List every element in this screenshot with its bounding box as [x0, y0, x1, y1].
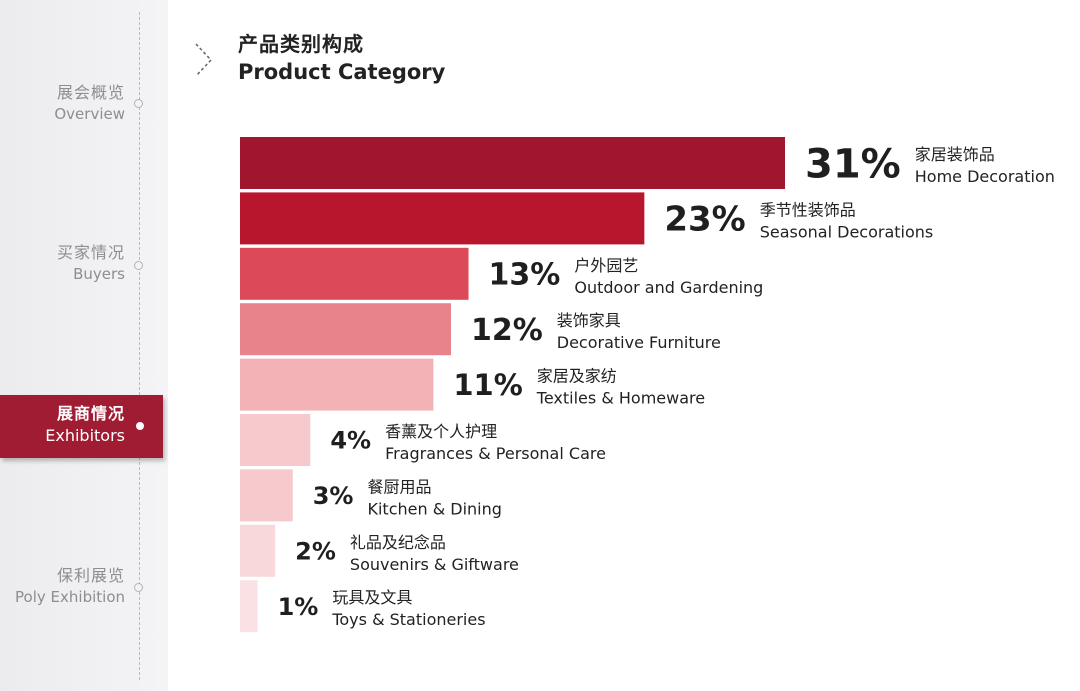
category-label-zh: 玩具及文具 [332, 588, 412, 607]
value-label: 4% [330, 427, 371, 455]
nav-item-label-zh: 展商情况 [56, 404, 125, 423]
value-label: 31% [805, 141, 901, 187]
nav-dot-icon[interactable] [134, 261, 143, 270]
chevron-right-icon [195, 43, 213, 77]
bar [240, 469, 293, 522]
bar [240, 137, 785, 189]
nav-item-label-en: Overview [54, 105, 125, 123]
nav-rail [139, 12, 140, 680]
value-label: 11% [453, 368, 522, 402]
bar [240, 303, 451, 356]
category-label-en: Souvenirs & Giftware [350, 555, 519, 574]
category-label-zh: 装饰家具 [557, 311, 621, 330]
category-label-en: Fragrances & Personal Care [385, 444, 606, 463]
bar [240, 524, 276, 577]
value-label: 12% [471, 313, 543, 348]
nav-dot-icon[interactable] [134, 583, 143, 592]
nav-item-overview[interactable]: 展会概览 Overview [54, 82, 125, 124]
category-label-en: Outdoor and Gardening [574, 278, 763, 297]
category-label-zh: 户外园艺 [574, 256, 638, 275]
category-label-en: Toys & Stationeries [331, 610, 485, 629]
value-label: 1% [278, 593, 319, 621]
bar [240, 580, 258, 633]
sidebar: 展会概览 Overview 买家情况 Buyers 保利展览 Poly Exhi… [0, 0, 168, 691]
nav-item-label-zh: 保利展览 [56, 566, 125, 585]
category-label-zh: 餐厨用品 [367, 477, 431, 496]
value-label: 3% [313, 482, 354, 510]
active-dot-icon [136, 422, 144, 430]
category-label-en: Seasonal Decorations [760, 222, 934, 241]
category-label-zh: 香薰及个人护理 [385, 422, 497, 441]
category-label-en: Kitchen & Dining [367, 499, 501, 518]
nav-item-buyers[interactable]: 买家情况 Buyers [57, 242, 125, 284]
category-label-zh: 家居装饰品 [915, 145, 995, 164]
category-label-en: Textiles & Homeware [536, 389, 705, 408]
category-label-en: Decorative Furniture [557, 333, 721, 352]
nav-item-poly-exhibition[interactable]: 保利展览 Poly Exhibition [15, 565, 125, 607]
nav-item-exhibitors-active[interactable]: 展商情况 Exhibitors [0, 395, 163, 458]
page-title-en: Product Category [238, 60, 446, 84]
nav-item-label-zh: 展会概览 [56, 83, 125, 102]
page-title-zh: 产品类别构成 [238, 32, 364, 56]
bar [240, 247, 469, 300]
nav-item-label-en: Exhibitors [45, 426, 125, 445]
value-label: 2% [295, 537, 336, 565]
category-label-zh: 礼品及纪念品 [350, 533, 446, 552]
nav-dot-icon[interactable] [134, 99, 143, 108]
nav-item-label-zh: 买家情况 [56, 243, 125, 262]
category-label-zh: 家居及家纺 [537, 367, 617, 386]
value-label: 13% [489, 258, 561, 293]
category-label-en: Home Decoration [915, 167, 1055, 186]
nav-item-label-en: Poly Exhibition [15, 588, 125, 606]
value-label: 23% [664, 200, 745, 240]
bar [240, 192, 645, 245]
category-label-zh: 季节性装饰品 [760, 200, 856, 219]
bar [240, 358, 434, 411]
bar [240, 414, 311, 466]
nav-item-label-en: Buyers [73, 265, 125, 283]
